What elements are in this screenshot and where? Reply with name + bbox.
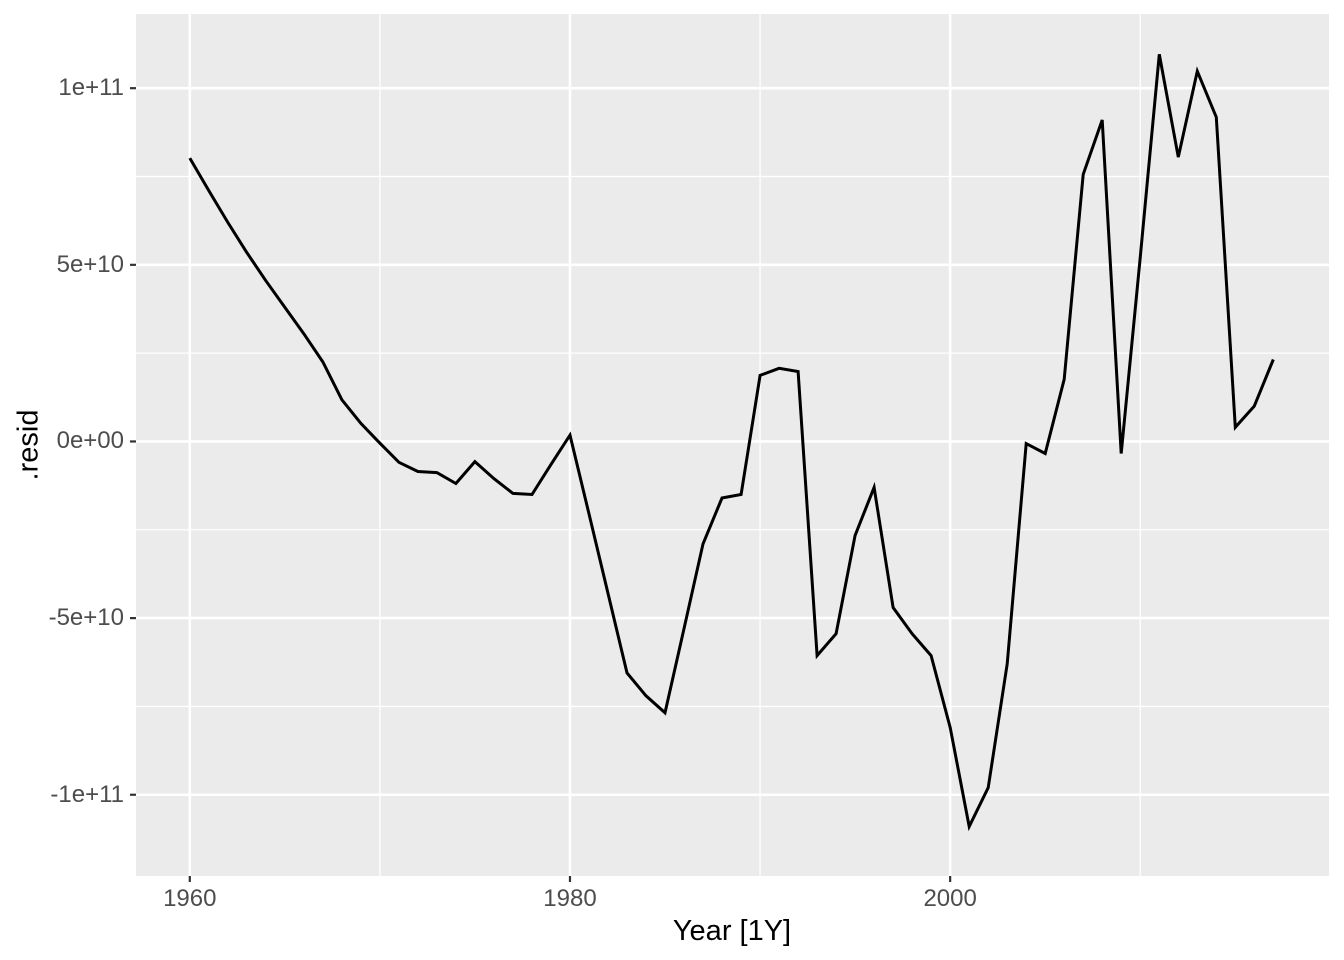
y-axis-title: .resid: [12, 409, 45, 481]
resid-series-line: [188, 54, 1275, 832]
y-tick-label-1e+11: 1e+11: [58, 74, 124, 102]
minor-gridlines: [136, 14, 1329, 876]
y-tick-label--1e+11: -1e+11: [50, 780, 124, 808]
x-tick-label-1980: 1980: [543, 885, 597, 912]
x-tick-label-1960: 1960: [163, 885, 217, 912]
y-tick-label--5e+10: -5e+10: [48, 604, 124, 632]
y-tick-label-0e+00: 0e+00: [56, 427, 124, 455]
axis-tick-marks: [130, 87, 952, 882]
x-axis-title: Year [1Y]: [672, 915, 792, 947]
panel-background: [136, 14, 1329, 876]
y-tick-label-5e+10: 5e+10: [56, 250, 124, 278]
x-tick-label-2000: 2000: [923, 885, 977, 912]
